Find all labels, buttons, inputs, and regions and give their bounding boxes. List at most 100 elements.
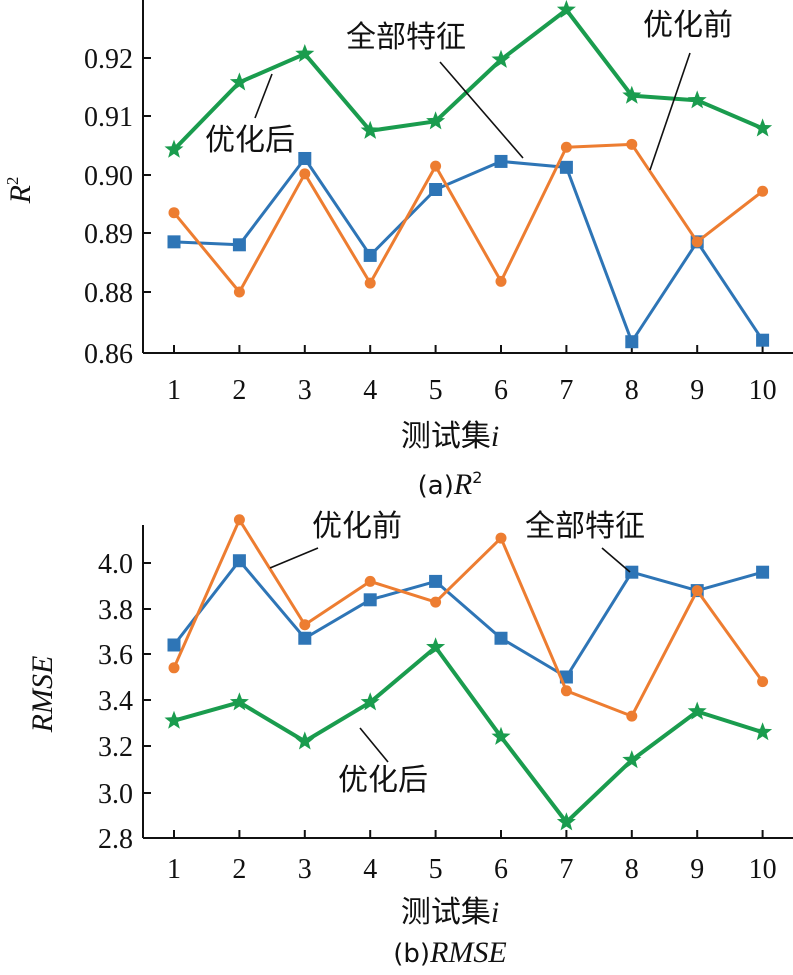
b-data-point-circle bbox=[757, 676, 769, 688]
b-series-line bbox=[172, 559, 764, 679]
b-data-point-star bbox=[360, 692, 380, 711]
b-y-tick-label: 3.2 bbox=[98, 732, 133, 763]
b-data-point-circle bbox=[626, 710, 638, 722]
a-data-point-star bbox=[164, 139, 184, 158]
b-y-tick-label: 3.6 bbox=[98, 640, 133, 671]
b-data-point-circle bbox=[560, 685, 572, 697]
b-x-axis-title: 测试集i bbox=[401, 895, 499, 930]
a-x-tick-label: 5 bbox=[429, 375, 443, 406]
b-data-point-star bbox=[622, 750, 642, 769]
b-data-point-circle bbox=[233, 514, 245, 526]
b-x-tick-label: 7 bbox=[559, 854, 573, 885]
b-data-point-circle bbox=[364, 575, 376, 587]
panel-b-rmse-chart: 2.8 3.0 3.2 3.4 3.6 3.8 4.0 1 2 3 4 5 6 7 8 9 10 优化前 全部特征优… bbox=[26, 509, 793, 969]
b-annotation-leader bbox=[601, 547, 631, 573]
a-series-annotation: 全部特征 bbox=[346, 20, 466, 55]
a-x-tick-label: 2 bbox=[232, 375, 246, 406]
a-series-annotation: 优化后 bbox=[205, 123, 295, 158]
b-data-point-circle bbox=[691, 585, 703, 597]
b-x-tick-label: 10 bbox=[749, 854, 777, 885]
b-series-annotation: 优化前 bbox=[312, 509, 402, 544]
b-data-point-square bbox=[429, 574, 443, 588]
a-x-axis-title: 测试集i bbox=[401, 419, 499, 454]
a-x-tick-label: 9 bbox=[690, 375, 704, 406]
b-y-tick-label: 3.8 bbox=[98, 595, 133, 626]
b-data-point-square bbox=[625, 565, 639, 579]
a-data-point-circle bbox=[691, 236, 703, 248]
b-data-point-star bbox=[426, 637, 446, 656]
b-series-annotation: 全部特征 bbox=[525, 509, 645, 544]
a-data-point-star bbox=[295, 43, 315, 63]
a-y-axis-title: R2 bbox=[3, 177, 37, 205]
a-data-point-square bbox=[559, 160, 573, 174]
a-y-tick-label: 0.90 bbox=[84, 161, 133, 192]
a-data-point-square bbox=[363, 248, 377, 262]
panel-a-r2-chart: 0.860.880.890.900.910.921 2 3 4 5 6 7 8 9 10全部特征优… bbox=[3, 0, 793, 501]
a-data-point-star bbox=[360, 120, 380, 139]
a-data-point-star bbox=[229, 72, 249, 91]
a-data-point-circle bbox=[168, 207, 180, 219]
a-x-tick-label: 6 bbox=[494, 375, 508, 406]
b-x-tick-label: 9 bbox=[690, 854, 704, 885]
a-data-point-square bbox=[494, 154, 508, 168]
b-data-point-star bbox=[229, 692, 249, 711]
a-data-point-star bbox=[556, 0, 576, 18]
b-data-point-star bbox=[491, 726, 511, 745]
a-data-point-square bbox=[756, 333, 770, 347]
b-y-tick-label: 2.8 bbox=[98, 824, 133, 855]
b-annotation-leader bbox=[269, 547, 319, 569]
b-x-tick-label: 8 bbox=[625, 854, 639, 885]
a-y-tick-label: 0.91 bbox=[84, 102, 133, 133]
b-data-point-square bbox=[232, 554, 246, 568]
a-series-line bbox=[172, 7, 764, 152]
a-data-point-circle bbox=[626, 138, 638, 150]
a-data-point-square bbox=[232, 238, 246, 252]
a-annotation-leader bbox=[254, 73, 273, 119]
b-x-tick-label: 5 bbox=[429, 854, 443, 885]
b-data-point-circle bbox=[430, 596, 442, 608]
b-data-point-circle bbox=[299, 619, 311, 631]
b-series-line bbox=[172, 518, 764, 718]
b-data-point-square bbox=[298, 631, 312, 645]
a-data-point-star bbox=[491, 49, 511, 68]
b-y-tick-label: 3.0 bbox=[98, 779, 133, 810]
b-caption: (b)RMSE bbox=[393, 936, 506, 969]
a-data-point-star bbox=[622, 85, 642, 104]
a-data-point-circle bbox=[757, 185, 769, 197]
a-data-point-circle bbox=[299, 168, 311, 180]
b-y-tick-label: 3.4 bbox=[98, 686, 133, 717]
b-data-point-star bbox=[753, 722, 773, 741]
a-data-point-square bbox=[429, 183, 443, 196]
a-annotation-leader bbox=[649, 52, 691, 171]
a-data-point-square bbox=[625, 335, 639, 349]
b-data-point-square bbox=[756, 565, 770, 579]
a-data-point-circle bbox=[233, 286, 245, 298]
a-x-tick-label: 10 bbox=[749, 375, 777, 406]
a-y-tick-label: 0.89 bbox=[84, 219, 133, 250]
a-series-line bbox=[173, 156, 764, 344]
a-data-point-circle bbox=[364, 277, 376, 289]
b-series-annotation: 优化后 bbox=[338, 763, 428, 798]
a-y-tick-label: 0.92 bbox=[84, 44, 133, 75]
b-x-tick-label: 4 bbox=[363, 854, 377, 885]
a-data-point-circle bbox=[560, 141, 572, 153]
a-data-point-star bbox=[753, 118, 773, 137]
b-series-line bbox=[173, 645, 764, 825]
a-annotation-leader bbox=[439, 61, 524, 159]
b-x-tick-label: 3 bbox=[298, 854, 312, 885]
a-series-line bbox=[172, 142, 764, 294]
a-data-point-circle bbox=[495, 275, 507, 287]
a-y-tick-label: 0.86 bbox=[84, 339, 133, 370]
b-data-point-star bbox=[556, 812, 576, 831]
b-data-point-star bbox=[295, 731, 315, 750]
b-x-tick-label: 1 bbox=[167, 854, 181, 885]
b-data-point-circle bbox=[168, 662, 180, 674]
a-series-annotation: 优化前 bbox=[643, 8, 733, 43]
b-data-point-square bbox=[494, 631, 508, 645]
a-data-point-star bbox=[426, 111, 446, 130]
a-data-point-square bbox=[298, 151, 312, 165]
a-data-point-circle bbox=[430, 160, 442, 172]
b-data-point-circle bbox=[495, 532, 507, 544]
a-x-tick-label: 4 bbox=[363, 375, 377, 406]
